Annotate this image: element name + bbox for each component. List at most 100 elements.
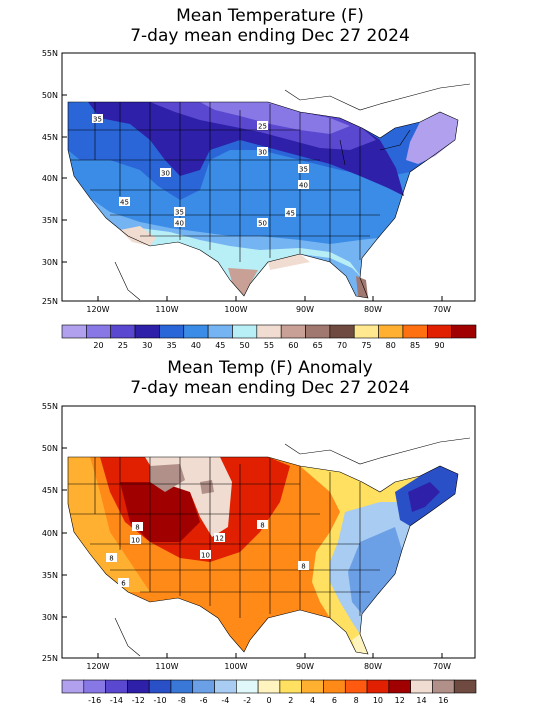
map2-svg: 8 10 12 8 10 8 8 6 55N 50N 45N 40N 35N 3… [42, 402, 477, 705]
map2-lon-label-0: 120W [86, 662, 109, 671]
map1-lat-label-3: 40N [42, 174, 58, 183]
map1-legend-label: 80 [386, 341, 396, 350]
map1-title-line1: Mean Temperature (F) [176, 6, 364, 26]
map1-lat-label-0: 55N [42, 49, 58, 58]
map1-legend-label: 50 [240, 341, 250, 350]
map1-legend-swatch [305, 324, 331, 339]
map1-legend-label: 30 [142, 341, 152, 350]
map2-legend-label: 6 [332, 696, 337, 705]
map2-legend-label: 12 [395, 696, 405, 705]
map1-legend-swatch [207, 324, 233, 339]
map2-lat-label-4: 35N [42, 571, 58, 580]
map2-contour-label-3: 8 [135, 524, 139, 532]
map1-legend-swatch [378, 324, 404, 339]
map2-band-18a [150, 464, 185, 492]
map2-legend-swatch [301, 679, 324, 694]
map2-legend-swatch [214, 679, 237, 694]
map1-lat-label-4: 35N [42, 216, 58, 225]
map1-legend-swatch [256, 324, 282, 339]
map2-legend-swatch [410, 679, 433, 694]
map2-legend-label: 8 [354, 696, 359, 705]
map2-contour-label-7: 6 [121, 580, 126, 588]
map2-legend-swatch [279, 679, 302, 694]
map2-legend-swatch [105, 679, 128, 694]
map2-lat-label-6: 25N [42, 654, 58, 663]
map1-contour-label-8: 40 [175, 220, 184, 228]
map1-lon-labels: 120W 110W 100W 90W 80W 70W [86, 305, 451, 314]
map1-legend-swatch [134, 324, 160, 339]
map1-band-60b [268, 254, 310, 270]
map1-legend-swatch [353, 324, 379, 339]
map1-contour-label-7: 35 [175, 209, 184, 217]
map1-legend-label: 65 [313, 341, 323, 350]
map2-lon-label-4: 80W [364, 662, 382, 671]
map1-legend-label: 75 [361, 341, 371, 350]
map2-legend-label: -14 [110, 696, 123, 705]
map1-legend-label: 40 [191, 341, 201, 350]
map1-legend-swatch [402, 324, 428, 339]
map1-lon-label-3: 90W [296, 305, 314, 314]
map2-band-neg10 [408, 482, 440, 512]
map2-legend-swatch [148, 679, 172, 694]
map2-legend-label: -12 [132, 696, 145, 705]
map1-contour-labels: 35 25 30 35 40 30 45 35 40 50 45 [92, 114, 309, 228]
map2-lon-label-3: 90W [296, 662, 314, 671]
map2-legend-swatch [61, 679, 85, 694]
map1-legend-label: 45 [215, 341, 225, 350]
map2-legend-label: -10 [154, 696, 167, 705]
map2-lat-label-5: 30N [42, 613, 58, 622]
map1-lon-label-1: 110W [155, 305, 178, 314]
map1-legend-label: 70 [337, 341, 347, 350]
map2-lat-label-1: 50N [42, 444, 58, 453]
map2-lat-labels: 55N 50N 45N 40N 35N 30N 25N [42, 402, 58, 663]
map2-legend-label: 4 [310, 696, 315, 705]
map1-band-ne [406, 112, 458, 164]
map1-coast [114, 83, 471, 301]
map1-panel: 35 25 30 35 40 30 45 35 40 50 45 55N 50N… [0, 0, 540, 356]
map2-legend-label: 16 [438, 696, 448, 705]
map1-lat-labels: 55N 50N 45N 40N 35N 30N 25N [42, 49, 58, 306]
map2-legend-swatch [323, 679, 346, 694]
map2-contour-label-2: 12 [215, 535, 224, 543]
map2-legend-swatch [170, 679, 194, 694]
map1-legend-swatch [329, 324, 355, 339]
map1-legend-label: 55 [264, 341, 274, 350]
map2-lat-label-0: 55N [42, 402, 58, 411]
map2-band-18b [200, 480, 214, 494]
map1-contour-label-6: 45 [120, 199, 129, 207]
map1-legend-label: 90 [434, 341, 444, 350]
map2-coast [114, 437, 471, 657]
map2-legend-swatch [83, 679, 106, 694]
map2-band-6 [68, 457, 150, 592]
map2-panel: 8 10 12 8 10 8 8 6 55N 50N 45N 40N 35N 3… [0, 352, 540, 713]
map1-contour-label-4: 40 [299, 182, 308, 190]
map2-contour-label-0: 8 [260, 522, 264, 530]
map2-legend-label: -4 [221, 696, 229, 705]
map2-legend-label: 14 [416, 696, 426, 705]
map1-legend: 20 25 30 35 40 45 50 55 60 65 70 75 80 85 90 [61, 324, 477, 350]
map1-contour-label-1: 25 [258, 123, 267, 131]
map2-lon-label-5: 70W [433, 662, 451, 671]
map1-band-55 [140, 228, 362, 296]
map1-lat-label-1: 50N [42, 91, 58, 100]
map2-legend-label: 10 [373, 696, 383, 705]
map2-legend-swatch [127, 679, 150, 694]
map1-band-65 [228, 268, 258, 296]
map1-legend-swatch [86, 324, 112, 339]
map1-lat-label-5: 30N [42, 258, 58, 267]
map1-title-line2: 7-day mean ending Dec 27 2024 [130, 26, 410, 46]
map1-legend-label: 60 [288, 341, 298, 350]
map1-band-70 [356, 276, 368, 298]
map1-legend-swatch [159, 324, 185, 339]
map2-contour-label-4: 10 [201, 552, 210, 560]
map1-band-25 [200, 102, 350, 134]
map2-legend-label: 0 [266, 696, 271, 705]
map2-contour-label-1: 10 [131, 537, 140, 545]
map1-legend-swatch [183, 324, 209, 339]
map1-legend-swatch [61, 324, 87, 339]
map1-band-60a [120, 226, 156, 246]
map2-legend-label: -16 [88, 696, 101, 705]
map1-svg: 35 25 30 35 40 30 45 35 40 50 45 55N 50N… [42, 49, 477, 350]
map2-contour-label-5: 8 [301, 563, 305, 571]
map2-lat-label-2: 45N [42, 486, 58, 495]
